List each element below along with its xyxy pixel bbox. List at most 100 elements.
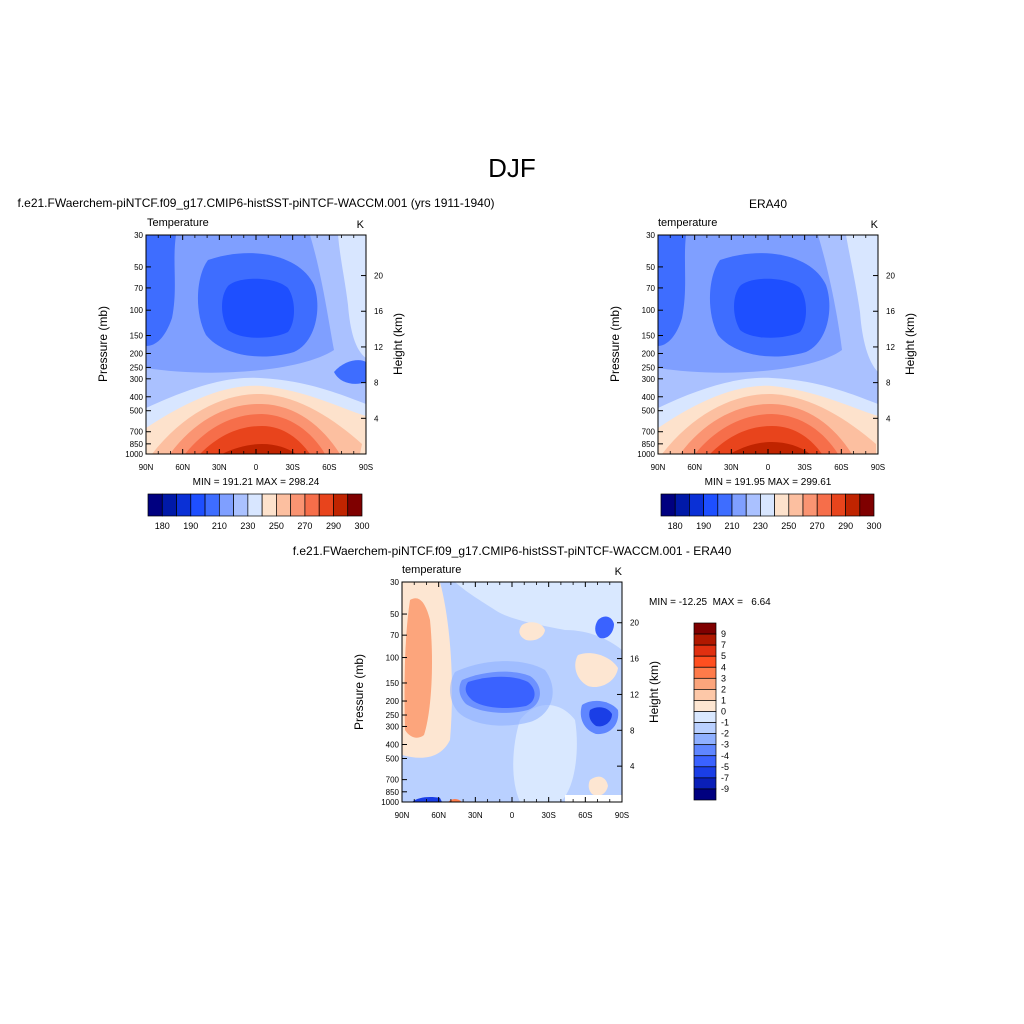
y-tick-label: 100 (130, 306, 144, 315)
panel-model-stats: MIN = 191.21 MAX = 298.24 (193, 477, 320, 488)
x-tick-label: 90N (651, 463, 666, 472)
panel-obs-axes: 90N 60N 30N 0 30S 60S 90S 30 50 70 100 150 200 250 300… (637, 231, 895, 472)
y2-tick-label: 4 (886, 414, 891, 423)
colorbar-swatch (717, 493, 733, 517)
y-tick-label: 70 (134, 284, 143, 293)
y2-tick-label: 4 (630, 762, 635, 771)
colorbar-swatch (176, 493, 192, 517)
colorbar-label: 230 (753, 521, 768, 531)
y-tick-label: 500 (130, 407, 144, 416)
y-tick-label: 700 (130, 428, 144, 437)
y-tick-label: 850 (130, 440, 144, 449)
colorbar-swatch (247, 493, 263, 517)
x-tick-label: 30N (724, 463, 739, 472)
y-tick-label: 70 (646, 284, 655, 293)
colorbar-swatch (693, 666, 717, 679)
colorbar-swatch (693, 711, 717, 723)
y-tick-label: 250 (642, 363, 656, 372)
x-tick-label: 0 (510, 811, 515, 820)
colorbar-label: 5 (721, 651, 726, 661)
panel-obs: ERA40 temperature K 90N 60N 30N 0 30S 60S 90S 3… (608, 197, 917, 531)
colorbar-label: 0 (721, 707, 726, 717)
colorbar-swatch (689, 493, 704, 517)
panel-diff-contour-field (402, 582, 622, 802)
x-tick-label: 30N (468, 811, 483, 820)
colorbar-label: 7 (721, 640, 726, 650)
x-tick-label: 90S (359, 463, 373, 472)
colorbar-label: 230 (240, 521, 255, 531)
colorbar-label: 2 (721, 684, 726, 694)
colorbar-label: 180 (155, 521, 170, 531)
panel-model: f.e21.FWaerchem-piNTCF.f09_g17.CMIP6-his… (17, 196, 494, 531)
panel-diff-y-axis-title: Pressure (mb) (352, 654, 366, 730)
colorbar-swatch (693, 689, 717, 701)
colorbar-swatch (204, 493, 220, 517)
colorbar-swatch (693, 677, 717, 690)
y-tick-label: 300 (130, 375, 144, 384)
y2-tick-label: 16 (630, 655, 639, 664)
x-tick-label: 30N (212, 463, 227, 472)
y2-tick-label: 4 (374, 414, 379, 423)
colorbar-label: 190 (696, 521, 711, 531)
colorbar-swatch (859, 493, 875, 517)
y2-tick-label: 8 (630, 726, 635, 735)
colorbar-label: 3 (721, 673, 726, 683)
y2-tick-label: 12 (886, 343, 895, 352)
colorbar-swatch (731, 493, 747, 517)
y-tick-label: 50 (134, 263, 143, 272)
x-tick-label: 90N (139, 463, 154, 472)
colorbar-label: -3 (721, 740, 729, 750)
panel-model-axes: 90N 60N 30N 0 30S 60S 90S 30 50 70 100 150 200 250 300… (125, 231, 383, 472)
y-tick-label: 500 (386, 755, 400, 764)
colorbar-swatch (693, 622, 717, 635)
y-tick-label: 100 (386, 654, 400, 663)
panel-diff-title: f.e21.FWaerchem-piNTCF.f09_g17.CMIP6-his… (293, 544, 732, 558)
y2-tick-label: 20 (630, 619, 639, 628)
y-tick-label: 300 (386, 722, 400, 731)
colorbar-swatch (693, 655, 717, 668)
y-tick-label: 400 (130, 393, 144, 402)
colorbar-swatch (845, 493, 861, 517)
colorbar-swatch (693, 700, 717, 712)
colorbar-swatch (693, 722, 717, 734)
y-tick-label: 200 (130, 349, 144, 358)
colorbar-swatch (693, 777, 717, 790)
y2-tick-label: 8 (886, 379, 891, 388)
y-tick-label: 30 (390, 578, 399, 587)
colorbar-swatch (774, 493, 790, 517)
panel-obs-contour-field (658, 235, 878, 454)
colorbar-swatch (161, 493, 177, 517)
y-tick-label: 300 (642, 375, 656, 384)
y2-tick-label: 20 (374, 272, 383, 281)
colorbar-swatch (261, 493, 277, 517)
colorbar-swatch (802, 493, 818, 517)
x-tick-label: 90S (871, 463, 885, 472)
x-tick-label: 60S (322, 463, 336, 472)
colorbar-swatch (290, 493, 306, 517)
colorbar-swatch (276, 493, 292, 517)
colorbar-label: 290 (326, 521, 341, 531)
colorbar-label: -5 (721, 762, 729, 772)
colorbar-swatch (693, 633, 717, 646)
panel-model-y2-axis-title: Height (km) (391, 313, 405, 375)
y-tick-label: 700 (386, 776, 400, 785)
colorbar-label: 210 (212, 521, 227, 531)
panel-obs-y-axis-title: Pressure (mb) (608, 306, 622, 382)
colorbar-label: 300 (354, 521, 369, 531)
x-tick-label: 90S (615, 811, 629, 820)
x-tick-label: 60N (687, 463, 702, 472)
y-tick-label: 1000 (637, 450, 655, 459)
y-tick-label: 700 (642, 428, 656, 437)
colorbar-label: 180 (668, 521, 683, 531)
panel-diff-axes: 90N 60N 30N 0 30S 60S 90S 30 50 70 100 150 200 250 300… (381, 578, 639, 820)
y-tick-label: 100 (642, 306, 656, 315)
colorbar-swatch (693, 755, 717, 768)
panel-diff-y2-axis-title: Height (km) (647, 661, 661, 723)
y2-tick-label: 16 (886, 307, 895, 316)
y-tick-label: 30 (646, 231, 655, 240)
panel-obs-colorbar: 180 190 210 230 250 270 290 300 (660, 493, 882, 531)
colorbar-swatch (318, 493, 334, 517)
y-tick-label: 850 (642, 440, 656, 449)
colorbar-swatch (693, 744, 717, 757)
